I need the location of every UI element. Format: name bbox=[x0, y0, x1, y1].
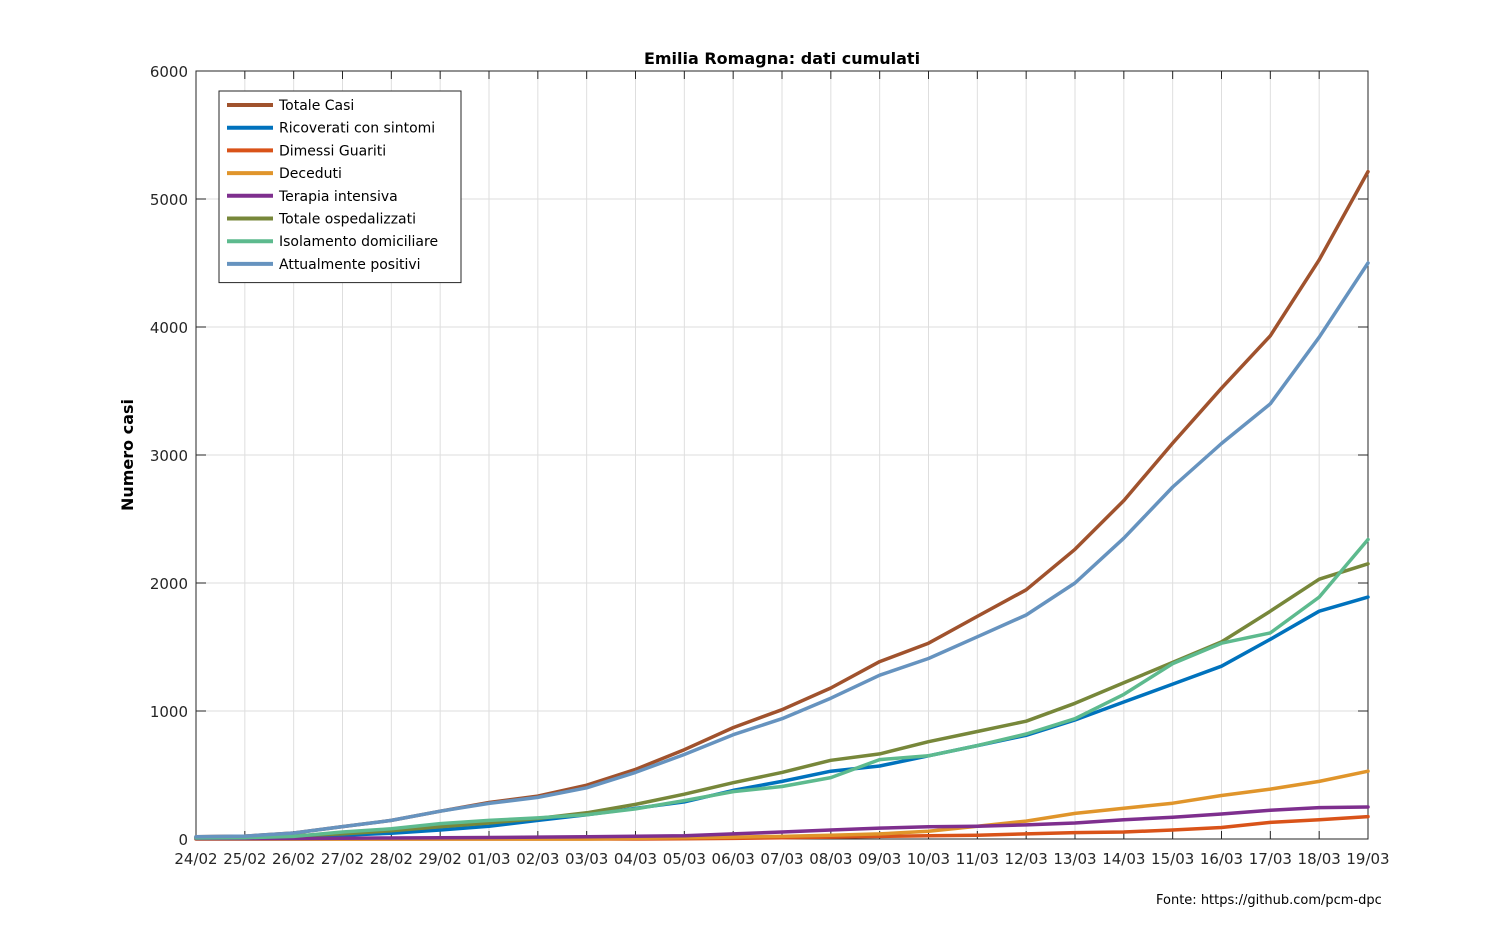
legend: Totale Casi Ricoverati con sintomi Dimessi… bbox=[218, 90, 462, 284]
legend-entry: Ricoverati con sintomi bbox=[279, 121, 435, 137]
source-note: Fonte: https://github.com/pcm-dpc bbox=[1156, 893, 1382, 908]
x-tick-label: 09/03 bbox=[858, 850, 901, 868]
series-line-7 bbox=[194, 261, 1370, 839]
legend-entry: Totale ospedalizzati bbox=[278, 212, 416, 228]
x-tick-label: 19/03 bbox=[1346, 850, 1389, 868]
x-tick-label: 25/02 bbox=[223, 850, 266, 868]
y-tick-label: 1000 bbox=[150, 703, 188, 721]
y-tick-label: 4000 bbox=[150, 319, 188, 337]
x-tick-label: 12/03 bbox=[1005, 850, 1048, 868]
x-tick-label: 08/03 bbox=[809, 850, 852, 868]
x-tick-label: 27/02 bbox=[321, 850, 364, 868]
x-tick-label: 10/03 bbox=[907, 850, 950, 868]
x-tick-label: 16/03 bbox=[1200, 850, 1243, 868]
x-tick-label: 18/03 bbox=[1298, 850, 1341, 868]
legend-entry: Dimessi Guariti bbox=[279, 143, 386, 159]
legend-entry: Isolamento domiciliare bbox=[279, 234, 438, 250]
x-tick-label: 02/03 bbox=[516, 850, 559, 868]
series-line-1 bbox=[194, 595, 1370, 840]
legend-entry: Terapia intensiva bbox=[278, 189, 398, 205]
x-tick-label: 29/02 bbox=[419, 850, 462, 868]
y-tick-label: 3000 bbox=[150, 447, 188, 465]
y-tick-label: 6000 bbox=[150, 63, 188, 81]
legend-entry: Attualmente positivi bbox=[279, 257, 421, 273]
y-tick-label: 2000 bbox=[150, 575, 188, 593]
x-tick-label: 26/02 bbox=[272, 850, 315, 868]
series-line-6 bbox=[194, 537, 1370, 840]
x-tick-label: 03/03 bbox=[565, 850, 608, 868]
x-tick-label: 05/03 bbox=[663, 850, 706, 868]
x-tick-label: 28/02 bbox=[370, 850, 413, 868]
x-tick-label: 14/03 bbox=[1102, 850, 1145, 868]
y-axis-label: Numero casi bbox=[118, 399, 137, 511]
x-tick-label: 17/03 bbox=[1249, 850, 1292, 868]
x-tick-label: 24/02 bbox=[174, 850, 217, 868]
legend-entry: Deceduti bbox=[279, 166, 342, 182]
axis-ticks: 24/02 25/02 26/02 27/02 28/02 29/02 01/03 02/03… bbox=[150, 63, 1390, 868]
x-tick-label: 13/03 bbox=[1053, 850, 1096, 868]
legend-entry: Totale Casi bbox=[278, 98, 354, 114]
series-line-4 bbox=[194, 805, 1370, 841]
x-tick-label: 15/03 bbox=[1151, 850, 1194, 868]
y-tick-label: 0 bbox=[178, 831, 188, 849]
x-tick-label: 07/03 bbox=[760, 850, 803, 868]
legend-box bbox=[218, 90, 462, 284]
y-tick-label: 5000 bbox=[150, 191, 188, 209]
series-lines bbox=[194, 169, 1370, 841]
x-tick-label: 11/03 bbox=[956, 850, 999, 868]
chart-title: Emilia Romagna: dati cumulati bbox=[644, 49, 920, 68]
x-tick-label: 04/03 bbox=[614, 850, 657, 868]
x-tick-label: 06/03 bbox=[712, 850, 755, 868]
x-tick-label: 01/03 bbox=[467, 850, 510, 868]
